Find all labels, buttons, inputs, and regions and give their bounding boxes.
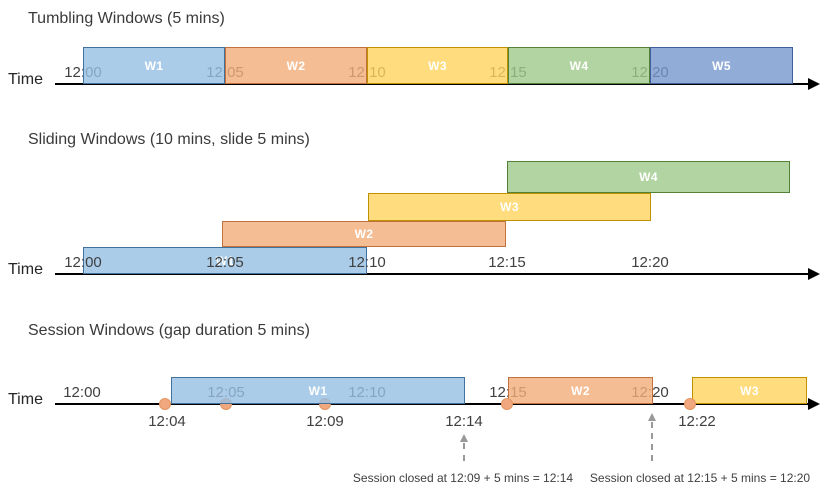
window-label: W1 <box>215 253 235 268</box>
time-axis-line <box>55 83 808 85</box>
event-time-label: 12:09 <box>306 413 344 430</box>
callout-arrow-head <box>460 434 468 442</box>
window-box-w1: W1 <box>171 377 465 404</box>
session-closed-annotation: Session closed at 12:09 + 5 mins = 12:14 <box>352 471 574 485</box>
event-dot <box>159 398 171 410</box>
window-box-w2: W2 <box>222 221 506 247</box>
time-axis-line <box>55 273 808 275</box>
window-box-w2: W2 <box>508 377 653 404</box>
section-title: Sliding Windows (10 mins, slide 5 mins) <box>28 131 310 148</box>
callout-arrow-dash <box>651 422 653 461</box>
window-label: W2 <box>286 58 306 73</box>
tick-label: 12:00 <box>63 384 101 401</box>
event-dot <box>684 398 696 410</box>
callout-arrow-head <box>648 413 656 421</box>
window-box-w3: W3 <box>367 47 508 84</box>
window-box-w3: W3 <box>692 377 807 404</box>
section-title: Session Windows (gap duration 5 mins) <box>28 322 310 339</box>
time-axis-label: Time <box>8 391 43 408</box>
time-axis-line <box>55 403 808 405</box>
window-label: W4 <box>569 58 589 73</box>
tick-label: 12:20 <box>631 254 669 271</box>
section-title: Tumbling Windows (5 mins) <box>28 10 225 27</box>
callout-arrow-dash <box>463 443 465 461</box>
window-box-w2: W2 <box>225 47 367 84</box>
event-dot <box>501 398 513 410</box>
window-label: W3 <box>500 200 519 214</box>
window-box-w1: W1 <box>83 47 225 84</box>
tick-label: 12:15 <box>488 254 526 271</box>
window-box-w1: W1 <box>83 247 367 274</box>
time-axis-label: Time <box>8 71 43 88</box>
time-axis-arrowhead <box>808 268 820 280</box>
event-time-label: 12:22 <box>678 413 716 430</box>
window-label: W2 <box>571 383 590 398</box>
time-axis-arrowhead <box>808 398 820 410</box>
window-box-w4: W4 <box>508 47 650 84</box>
session-closed-annotation: Session closed at 12:15 + 5 mins = 12:20 <box>589 471 811 485</box>
window-box-w3: W3 <box>368 193 651 221</box>
event-time-label: 12:04 <box>148 413 186 430</box>
tick-label: 12:05 <box>206 254 244 271</box>
window-label: W2 <box>354 227 374 241</box>
tick-label: 12:10 <box>348 254 386 271</box>
window-label: W3 <box>740 383 759 398</box>
window-label: W1 <box>308 383 328 398</box>
event-time-label: 12:14 <box>445 413 483 430</box>
window-box-w5: W5 <box>650 47 793 84</box>
window-label: W4 <box>639 170 658 184</box>
time-axis-arrowhead <box>808 78 820 90</box>
window-label: W3 <box>428 58 447 73</box>
window-label: W5 <box>712 58 731 73</box>
window-box-w4: W4 <box>507 161 790 193</box>
window-label: W1 <box>144 58 164 73</box>
tick-label: 12:00 <box>64 254 102 271</box>
time-axis-label: Time <box>8 261 43 278</box>
